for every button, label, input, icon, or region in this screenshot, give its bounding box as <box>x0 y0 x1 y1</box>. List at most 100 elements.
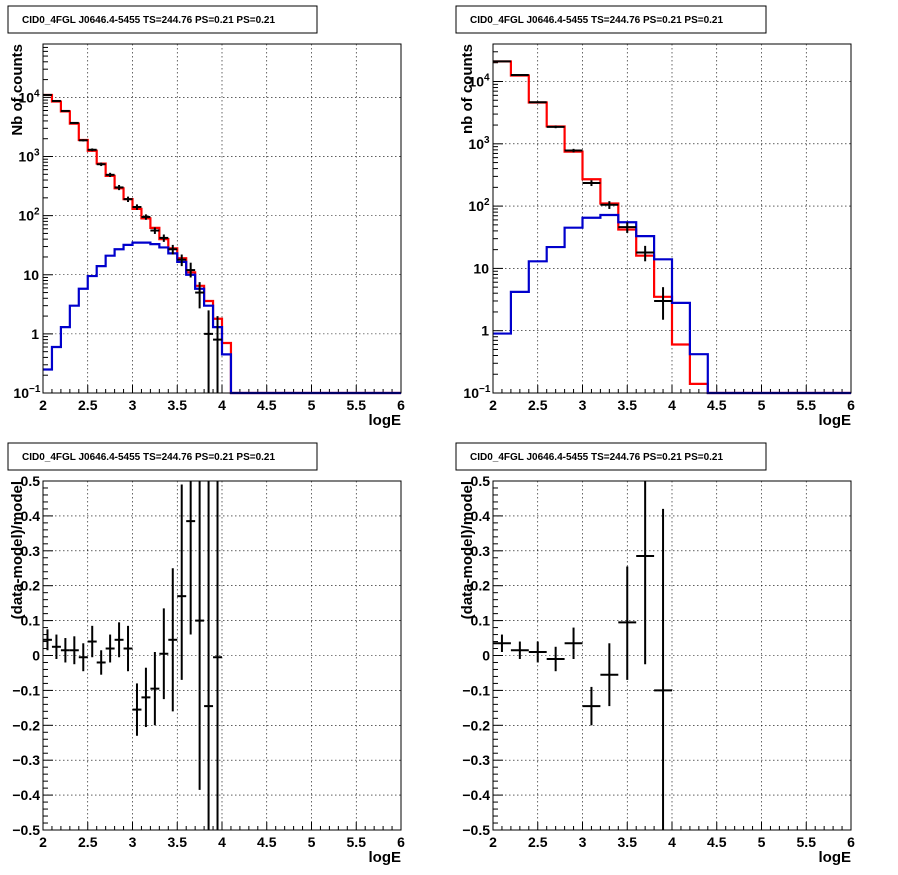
data-point <box>186 262 196 278</box>
x-tick-label: 3.5 <box>168 397 188 413</box>
title-box <box>7 5 318 34</box>
y-tick-label: −0.4 <box>462 787 490 803</box>
x-tick-label: 2 <box>489 397 497 413</box>
residual-point <box>493 634 511 653</box>
y-tick-label: −0.5 <box>462 822 490 838</box>
data-point <box>87 148 97 152</box>
data-point <box>177 254 187 267</box>
chart-panel-3: CID0_4FGL J0646.4-5455 TS=244.76 PS=0.21… <box>7 442 405 866</box>
x-tick-label: 5 <box>758 834 766 850</box>
data-point <box>510 74 529 77</box>
residual-point <box>177 484 187 680</box>
x-tick-label: 2.5 <box>78 397 98 413</box>
x-tick-label: 4.5 <box>257 397 277 413</box>
residual-point <box>186 481 196 635</box>
data-point <box>43 93 52 96</box>
x-tick-label: 3 <box>129 834 137 850</box>
x-axis-title: logE <box>369 412 402 429</box>
title-box <box>7 442 318 471</box>
x-tick-label: 5.5 <box>347 397 367 413</box>
x-tick-label: 5 <box>758 397 766 413</box>
x-tick-label: 4 <box>668 834 676 850</box>
residual-point <box>123 625 133 672</box>
x-tick-label: 5.5 <box>797 397 817 413</box>
y-tick-exponent: 3 <box>484 135 490 146</box>
data-point <box>204 310 214 393</box>
residual-point <box>168 568 178 712</box>
chart-title: CID0_4FGL J0646.4-5455 TS=244.76 PS=0.21… <box>470 15 723 26</box>
residual-point <box>96 650 106 675</box>
title-box <box>455 5 767 34</box>
y-axis-title: (data-model)/model <box>459 481 476 619</box>
y-tick-label: 0.4 <box>21 508 41 524</box>
residual-point <box>150 652 160 726</box>
y-tick-label: −0.1 <box>462 682 490 698</box>
data-point <box>96 162 106 167</box>
residual-point <box>582 686 601 726</box>
residual-point <box>618 566 637 680</box>
x-tick-label: 5 <box>308 834 316 850</box>
data-point <box>600 201 619 209</box>
y-tick-label: 0.2 <box>471 578 491 594</box>
residual-point <box>510 641 529 659</box>
y-tick-label: 10 <box>13 385 29 401</box>
x-tick-label: 3 <box>579 834 587 850</box>
y-tick-label: 0.2 <box>21 578 41 594</box>
chart-panel-4: CID0_4FGL J0646.4-5455 TS=244.76 PS=0.21… <box>455 442 855 866</box>
residual-point <box>69 636 79 665</box>
residual-point <box>43 629 52 651</box>
x-tick-label: 3 <box>579 397 587 413</box>
y-tick-label: 0 <box>32 648 40 664</box>
plot-frame <box>492 480 852 831</box>
y-tick-label: 0.3 <box>21 543 41 559</box>
residual-point <box>114 622 124 658</box>
title-box <box>455 442 767 471</box>
x-tick-label: 4 <box>668 397 676 413</box>
residual-point <box>195 481 205 790</box>
y-tick-label: −0.2 <box>12 717 40 733</box>
y-tick-label: −0.5 <box>12 822 40 838</box>
residual-point <box>546 646 565 672</box>
y-tick-exponent: 4 <box>34 88 40 99</box>
residual-point <box>159 608 169 700</box>
x-tick-label: 4 <box>218 834 226 850</box>
x-tick-label: 5 <box>308 397 316 413</box>
y-tick-label: 0.3 <box>471 543 491 559</box>
residual-point <box>600 643 619 707</box>
y-tick-label: 10 <box>468 74 484 90</box>
chart-title: CID0_4FGL J0646.4-5455 TS=244.76 PS=0.21… <box>470 452 723 463</box>
x-tick-label: 6 <box>397 397 405 413</box>
y-tick-label: 1 <box>31 326 39 342</box>
x-axis-title: logE <box>819 412 852 429</box>
y-tick-label: 10 <box>468 136 484 152</box>
data-point <box>195 282 205 309</box>
y-axis-title: (data-model)/model <box>9 481 26 619</box>
x-tick-label: 2 <box>39 397 47 413</box>
data-point <box>636 245 655 262</box>
chart-title: CID0_4FGL J0646.4-5455 TS=244.76 PS=0.21… <box>22 15 275 26</box>
data-point <box>150 227 160 234</box>
residual-point <box>564 627 583 659</box>
chart-panel-2: CID0_4FGL J0646.4-5455 TS=244.76 PS=0.21… <box>455 5 855 429</box>
residual-point <box>213 481 222 830</box>
residual-point <box>60 638 70 663</box>
x-tick-label: 4.5 <box>257 834 277 850</box>
residual-point <box>528 641 547 663</box>
data-point <box>493 60 511 63</box>
x-axis-title: logE <box>369 849 402 866</box>
residual-point <box>87 625 97 658</box>
x-tick-label: 3.5 <box>618 397 638 413</box>
residual-point <box>132 683 142 736</box>
data-point <box>69 121 79 124</box>
data-point <box>123 196 133 203</box>
data-point <box>78 139 88 142</box>
data-point <box>60 109 70 112</box>
data-point <box>141 214 151 220</box>
x-tick-label: 3.5 <box>168 834 188 850</box>
y-tick-label: 10 <box>18 89 34 105</box>
x-tick-label: 6 <box>397 834 405 850</box>
data-point <box>546 125 565 129</box>
x-tick-label: 6 <box>847 834 855 850</box>
y-tick-label: 0.5 <box>21 473 41 489</box>
